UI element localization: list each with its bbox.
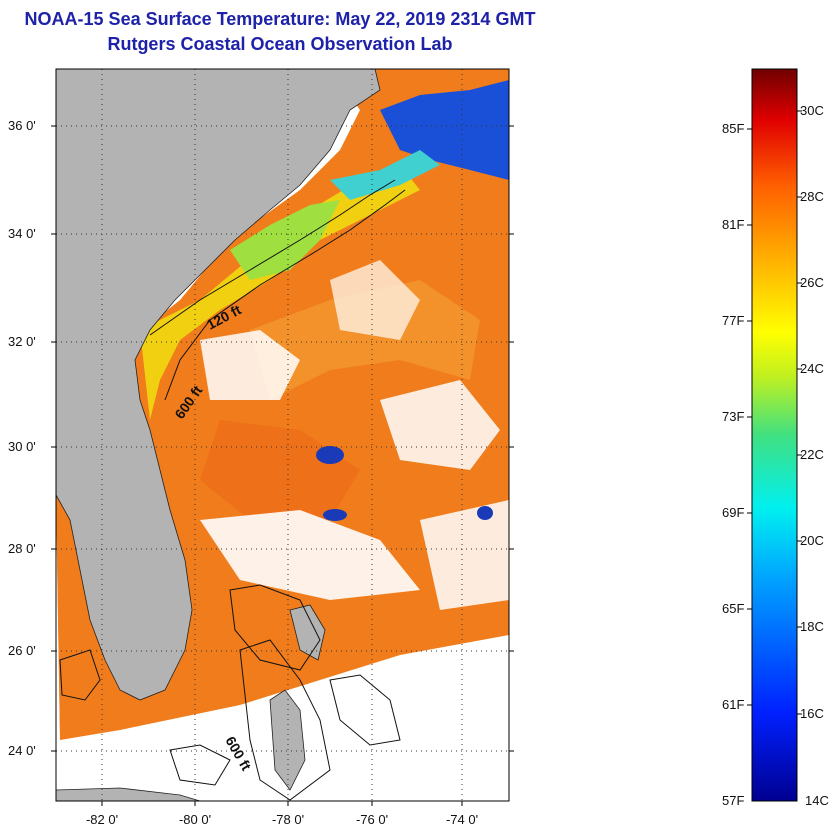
lon-tick-label: -76 0' — [356, 812, 388, 827]
lat-tick-label: 34 0' — [8, 226, 36, 241]
colorbar-label-f: 69F — [722, 505, 745, 520]
bank-contour — [59, 649, 101, 701]
colorbar-label-f: 85F — [722, 121, 745, 136]
lat-tick-label: 30 0' — [8, 439, 36, 454]
colorbar-label-f: 57F — [722, 793, 745, 808]
bank-contour — [329, 674, 401, 746]
colorbar-label-c: 22C — [800, 447, 824, 462]
lat-tick-label: 28 0' — [8, 541, 36, 556]
colorbar-label-c: 20C — [800, 533, 824, 548]
lon-tick-label: -82 0' — [86, 812, 118, 827]
lon-tick-label: -80 0' — [179, 812, 211, 827]
isobath-600ft — [164, 189, 406, 401]
land-mass — [56, 69, 381, 701]
bahamas-bank-contour — [229, 584, 321, 671]
colorbar-label-f: 61F — [722, 697, 745, 712]
lat-tick-label: 26 0' — [8, 643, 36, 658]
cloud-patch — [200, 330, 300, 400]
warm-water-patch — [200, 420, 360, 520]
colorbar-label-c: 16C — [800, 706, 824, 721]
colorbar-label-f: 77F — [722, 313, 745, 328]
bank-contour — [169, 744, 231, 786]
cloud-patch — [420, 500, 509, 610]
cold-water-blob — [316, 446, 344, 464]
colorbar-label-c: 18C — [800, 619, 824, 634]
cold-water-blob — [323, 509, 347, 521]
bahamas-bank-contour — [239, 639, 331, 801]
lon-tick-label: -74 0' — [446, 812, 478, 827]
lat-tick-label: 24 0' — [8, 743, 36, 758]
colorbar-label-f: 73F — [722, 409, 745, 424]
cool-water-north — [330, 150, 440, 200]
map-title: NOAA-15 Sea Surface Temperature: May 22,… — [24, 9, 536, 29]
warm-water-band — [250, 280, 480, 400]
cool-water-shelf — [230, 200, 340, 280]
colorbar-label-f: 81F — [722, 217, 745, 232]
colorbar-label-c: 28C — [800, 189, 824, 204]
colorbar-label-f: 65F — [722, 601, 745, 616]
colorbar-label-c: 30C — [800, 103, 824, 118]
colorbar-ticks — [747, 110, 802, 715]
cold-water-blob — [477, 506, 493, 520]
colorbar-label-c: 24C — [800, 361, 824, 376]
colorbar-label-c: 14C — [805, 793, 829, 808]
cloud-patch — [380, 380, 500, 470]
lon-tick-label: -78 0' — [272, 812, 304, 827]
cool-water-nearshore — [140, 165, 420, 420]
map-subtitle: Rutgers Coastal Ocean Observation Lab — [107, 34, 453, 54]
colorbar-label-c: 26C — [800, 275, 824, 290]
lat-tick-label: 32 0' — [8, 334, 36, 349]
cloud-patch — [330, 260, 420, 340]
isobath-120ft — [149, 179, 396, 336]
lat-tick-label: 36 0' — [8, 118, 36, 133]
cuba-coast — [56, 787, 201, 801]
colorbar — [751, 68, 798, 802]
cold-water-north — [380, 80, 509, 180]
cloud-patch — [200, 510, 420, 600]
